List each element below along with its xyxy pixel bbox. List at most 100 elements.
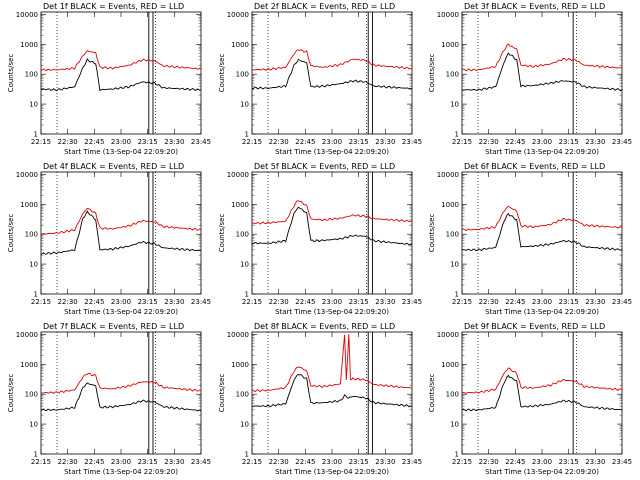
y-tick-label: 1 (455, 451, 459, 459)
y-tick-label: 100 (236, 391, 249, 399)
y-tick-label: 10000 (227, 331, 249, 339)
x-tick-label: 23:45 (612, 458, 632, 466)
y-tick-label: 1000 (231, 41, 249, 49)
chart-title: Det 4f BLACK = Events, RED = LLD (43, 162, 184, 171)
y-tick-label: 1 (245, 451, 249, 459)
x-tick-label: 22:45 (295, 458, 315, 466)
x-tick-label: 22:45 (505, 298, 525, 306)
x-tick-label: 22:15 (31, 138, 51, 146)
x-axis-label: Start Time (13-Sep-04 22:09:20) (64, 308, 178, 316)
y-tick-label: 1000 (20, 41, 38, 49)
y-tick-label: 1 (34, 291, 38, 299)
x-tick-label: 22:30 (269, 298, 289, 306)
x-tick-label: 23:15 (559, 458, 579, 466)
x-tick-label: 22:30 (58, 138, 78, 146)
y-tick-label: 100 (25, 231, 38, 239)
x-tick-label: 23:45 (612, 298, 632, 306)
x-tick-label: 23:45 (402, 298, 422, 306)
x-axis-label: Start Time (13-Sep-04 22:09:20) (64, 468, 178, 476)
x-tick-label: 22:45 (84, 458, 104, 466)
series-line-lld (251, 334, 413, 393)
y-tick-label: 1 (455, 131, 459, 139)
x-tick-label: 23:30 (164, 298, 184, 306)
x-tick-label: 23:45 (402, 138, 422, 146)
x-tick-label: 22:45 (505, 458, 525, 466)
y-tick-label: 10000 (227, 171, 249, 179)
x-tick-label: 23:45 (191, 458, 211, 466)
plot-frame (40, 331, 202, 455)
plot-frame (40, 171, 202, 295)
y-tick-label: 100 (236, 71, 249, 79)
y-tick-label: 10000 (437, 171, 459, 179)
plot-frame (251, 331, 413, 455)
x-axis-label: Start Time (13-Sep-04 22:09:20) (485, 468, 599, 476)
x-tick-label: 23:00 (322, 298, 342, 306)
chart-panel-9: Det 9f BLACK = Events, RED = LLD 1 10 100 10… (428, 322, 632, 476)
series-line-lld (461, 205, 623, 232)
plot-frame (251, 171, 413, 295)
x-tick-label: 22:30 (58, 298, 78, 306)
x-tick-label: 23:15 (349, 458, 369, 466)
x-tick-label: 23:45 (191, 138, 211, 146)
x-tick-label: 22:30 (479, 138, 499, 146)
plot-frame (461, 331, 623, 455)
x-tick-label: 23:15 (559, 138, 579, 146)
series-line-events (252, 206, 413, 246)
x-tick-label: 23:00 (532, 458, 552, 466)
x-tick-label: 22:45 (295, 138, 315, 146)
x-tick-label: 22:30 (479, 298, 499, 306)
chart-panel-7: Det 7f BLACK = Events, RED = LLD 1 10 100 10… (7, 322, 211, 476)
y-tick-label: 1000 (231, 201, 249, 209)
x-tick-label: 23:00 (111, 458, 131, 466)
y-tick-label: 100 (446, 71, 459, 79)
y-tick-label: 1 (34, 131, 38, 139)
y-tick-label: 100 (25, 71, 38, 79)
y-tick-label: 10 (450, 101, 459, 109)
y-tick-label: 1000 (441, 361, 459, 369)
y-tick-label: 10000 (437, 11, 459, 19)
y-tick-label: 10 (240, 261, 249, 269)
x-tick-label: 23:30 (585, 298, 605, 306)
chart-panel-5: Det 5f BLACK = Events, RED = LLD 1 10 100 10… (218, 162, 422, 316)
x-axis-label: Start Time (13-Sep-04 22:09:20) (275, 148, 389, 156)
x-tick-label: 22:30 (479, 458, 499, 466)
x-tick-label: 22:45 (84, 138, 104, 146)
series-line-lld (40, 207, 202, 236)
series-line-events (40, 210, 202, 255)
x-tick-label: 23:30 (164, 138, 184, 146)
y-tick-label: 10 (240, 421, 249, 429)
x-tick-label: 22:45 (84, 298, 104, 306)
y-tick-label: 100 (25, 391, 38, 399)
x-tick-label: 23:30 (375, 458, 395, 466)
x-tick-label: 22:15 (452, 298, 472, 306)
x-tick-label: 23:30 (585, 138, 605, 146)
x-tick-label: 22:15 (452, 458, 472, 466)
x-tick-label: 22:30 (58, 458, 78, 466)
x-tick-label: 23:00 (111, 138, 131, 146)
y-tick-label: 1 (245, 291, 249, 299)
x-tick-label: 23:00 (322, 138, 342, 146)
y-tick-label: 10000 (437, 331, 459, 339)
y-axis-label: Counts/sec (7, 54, 15, 93)
chart-panel-8: Det 8f BLACK = Events, RED = LLD 1 10 100 10… (218, 322, 422, 476)
y-axis-label: Counts/sec (218, 54, 226, 93)
chart-panel-6: Det 6f BLACK = Events, RED = LLD 1 10 100 10… (428, 162, 632, 316)
series-line-lld (251, 49, 413, 71)
chart-title: Det 9f BLACK = Events, RED = LLD (464, 322, 605, 331)
y-tick-label: 1000 (441, 201, 459, 209)
x-axis-label: Start Time (13-Sep-04 22:09:20) (275, 468, 389, 476)
y-axis-label: Counts/sec (218, 214, 226, 253)
y-axis-label: Counts/sec (428, 214, 436, 253)
y-tick-label: 10 (240, 101, 249, 109)
series-line-events (40, 382, 202, 412)
chart-panel-1: Det 1f BLACK = Events, RED = LLD 1 10 100 10… (7, 2, 211, 156)
y-tick-label: 1000 (231, 361, 249, 369)
x-tick-label: 22:15 (31, 298, 51, 306)
x-tick-label: 23:00 (532, 298, 552, 306)
x-tick-label: 22:15 (242, 298, 262, 306)
y-axis-label: Counts/sec (7, 374, 15, 413)
series-line-events (461, 374, 623, 412)
x-tick-label: 23:15 (138, 458, 158, 466)
chart-title: Det 6f BLACK = Events, RED = LLD (464, 162, 605, 171)
y-tick-label: 10000 (16, 11, 38, 19)
